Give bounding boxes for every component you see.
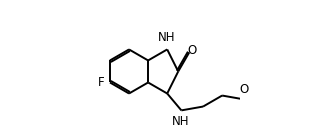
Text: F: F	[98, 76, 104, 89]
Text: NH: NH	[158, 31, 175, 44]
Text: O: O	[239, 83, 248, 96]
Text: NH: NH	[171, 115, 189, 128]
Text: O: O	[187, 44, 196, 57]
